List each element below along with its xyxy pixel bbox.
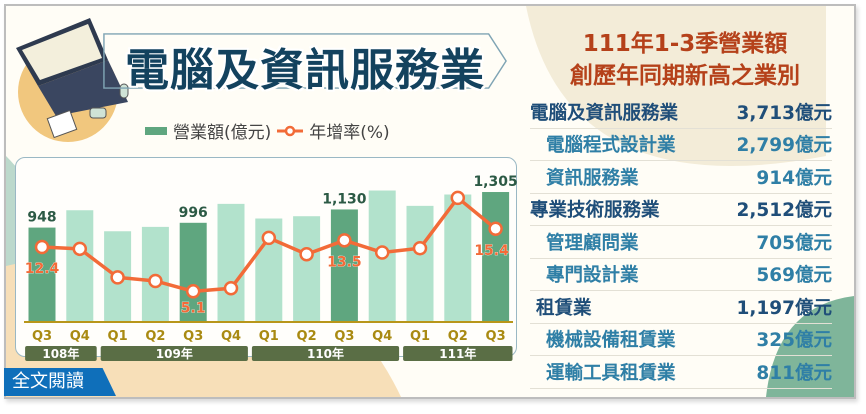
panel-title-line1: 111年1-3季營業額: [582, 31, 788, 57]
growth-point: [412, 240, 428, 256]
year-band: [403, 346, 513, 361]
year-label: 111年: [439, 346, 476, 361]
legend-line-label: 年增率(%): [309, 123, 390, 143]
growth-point: [148, 273, 163, 289]
legend-bar-swatch: [145, 126, 167, 135]
industry-value: 1,197億元: [736, 297, 832, 319]
industry-name: 管理顧問業: [546, 232, 639, 254]
industry-row: 資訊服務業 914億元: [530, 161, 832, 194]
bar: [293, 216, 321, 322]
bar: [482, 192, 510, 322]
year-band: [100, 346, 248, 361]
laptop-keyboard-icon: [38, 60, 128, 116]
chart-legend: 營業額(億元) 年增率(%): [145, 118, 390, 143]
year-label: 109年: [156, 346, 193, 361]
industry-value: 811億元: [756, 362, 832, 384]
industry-value: 914億元: [756, 167, 832, 189]
title-banner: [103, 33, 507, 89]
industry-value: 569億元: [756, 265, 832, 287]
growth-point: [72, 241, 88, 257]
read-full-button[interactable]: 全文閱讀: [4, 368, 116, 396]
legend-line-swatch: [277, 125, 304, 136]
year-label: 108年: [42, 346, 79, 361]
industry-name: 租賃業: [536, 297, 592, 319]
industry-name: 資訊服務業: [546, 167, 639, 189]
bar-value-label: 948: [27, 210, 56, 226]
growth-value-label: 12.4: [25, 261, 60, 277]
growth-value-label: 15.4: [474, 243, 509, 259]
growth-value-label: 5.1: [181, 300, 206, 316]
bar-value-label: 1,130: [322, 191, 367, 207]
x-tick-label: Q4: [221, 329, 241, 344]
bar: [406, 205, 434, 322]
x-tick-label: Q1: [259, 329, 279, 344]
growth-point: [337, 233, 352, 248]
growth-point: [299, 247, 314, 262]
decor-blob: [766, 296, 854, 397]
growth-value-label: 13.5: [327, 254, 362, 270]
industry-row: 機械設備租賃業 325億元: [530, 324, 832, 356]
industry-name: 電腦程式設計業: [546, 135, 676, 157]
x-tick-label: Q1: [108, 329, 128, 344]
x-tick-label: Q2: [448, 329, 468, 344]
growth-point: [34, 239, 50, 255]
industry-row: 租賃業 1,197億元: [530, 291, 832, 324]
industry-row: 運輸工具租賃業 811億元: [530, 356, 832, 389]
x-tick-label: Q2: [297, 329, 317, 344]
laptop-illustration: [16, 18, 129, 142]
industry-name: 運輸工具租賃業: [546, 362, 676, 384]
industry-row: 電腦及資訊服務業 3,713億元: [530, 96, 832, 129]
growth-point: [450, 190, 466, 206]
year-label: 110年: [307, 346, 344, 361]
x-tick-label: Q1: [410, 329, 430, 344]
growth-point: [110, 270, 125, 285]
growth-point: [374, 245, 390, 260]
bar: [217, 203, 245, 322]
x-tick-label: Q4: [372, 329, 392, 344]
x-tick-label: Q4: [70, 329, 90, 344]
industry-value: 2,799億元: [736, 135, 832, 157]
industry-list: 電腦及資訊服務業 3,713億元電腦程式設計業 2,799億元資訊服務業 914億元專…: [530, 96, 832, 389]
growth-point: [488, 221, 503, 237]
industry-row: 專門設計業 569億元: [530, 259, 832, 291]
x-tick-label: Q3: [334, 329, 354, 344]
panel-title-line2: 創歷年同期新高之業別: [570, 63, 800, 89]
laptop-display-icon: [22, 24, 102, 80]
x-tick-label: Q3: [486, 329, 506, 344]
year-band: [251, 346, 400, 361]
industry-value: 3,713億元: [736, 102, 832, 124]
industry-value: 705億元: [756, 232, 832, 254]
industry-name: 機械設備租賃業: [546, 330, 676, 352]
industry-name: 專業技術服務業: [530, 200, 660, 222]
decor-blob: [526, 6, 826, 166]
x-tick-label: Q2: [145, 329, 165, 344]
x-tick-label: Q3: [183, 329, 203, 344]
industry-value: 325億元: [756, 330, 832, 352]
industry-row: 管理顧問業 705億元: [530, 226, 832, 259]
industry-row: 專業技術服務業 2,512億元: [530, 194, 832, 226]
notepad-icon: [46, 109, 78, 139]
industry-name: 電腦及資訊服務業: [530, 102, 679, 124]
x-tick-label: Q3: [32, 329, 52, 344]
bar: [330, 209, 358, 322]
growth-point: [261, 230, 277, 246]
bar-value-label: 996: [179, 205, 208, 221]
industry-row: 電腦程式設計業 2,799億元: [530, 129, 832, 161]
growth-point: [185, 284, 201, 299]
legend-bar-label: 營業額(億元): [173, 123, 272, 143]
bar: [444, 194, 472, 322]
bar: [66, 210, 94, 322]
industry-name: 專門設計業: [546, 265, 639, 287]
year-band: [25, 346, 97, 361]
bar: [179, 222, 207, 322]
glasses-icon: [89, 107, 107, 119]
industry-value: 2,512億元: [736, 200, 832, 222]
growth-point: [223, 281, 239, 296]
page-title: 電腦及資訊服務業: [125, 45, 485, 96]
bar-value-label: 1,305: [473, 174, 517, 190]
